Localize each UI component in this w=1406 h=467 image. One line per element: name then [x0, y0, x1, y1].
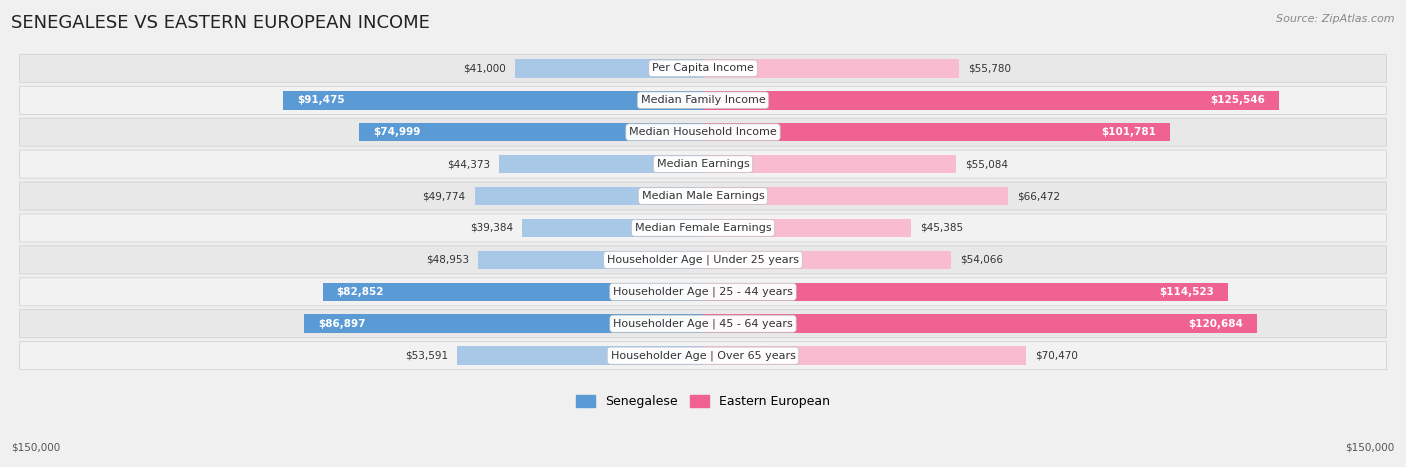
Text: Source: ZipAtlas.com: Source: ZipAtlas.com [1277, 14, 1395, 24]
Text: Householder Age | Under 25 years: Householder Age | Under 25 years [607, 255, 799, 265]
Bar [305, 314, 703, 333]
FancyBboxPatch shape [20, 246, 1386, 274]
Text: $82,852: $82,852 [337, 287, 384, 297]
Bar [703, 314, 1257, 333]
Legend: Senegalese, Eastern European: Senegalese, Eastern European [571, 390, 835, 413]
Bar [499, 155, 703, 173]
Text: $91,475: $91,475 [297, 95, 344, 105]
Text: $101,781: $101,781 [1101, 127, 1156, 137]
Text: $39,384: $39,384 [470, 223, 513, 233]
Text: $70,470: $70,470 [1035, 351, 1078, 361]
Bar [457, 347, 703, 365]
Text: Median Female Earnings: Median Female Earnings [634, 223, 772, 233]
Bar [475, 187, 703, 205]
Text: Median Earnings: Median Earnings [657, 159, 749, 169]
FancyBboxPatch shape [20, 150, 1386, 178]
Text: $55,780: $55,780 [967, 64, 1011, 73]
Bar [703, 155, 956, 173]
Bar [703, 187, 1008, 205]
Bar [478, 251, 703, 269]
Text: Householder Age | 25 - 44 years: Householder Age | 25 - 44 years [613, 287, 793, 297]
Bar [703, 59, 959, 78]
Bar [703, 251, 950, 269]
Bar [703, 283, 1229, 301]
Text: Householder Age | 45 - 64 years: Householder Age | 45 - 64 years [613, 318, 793, 329]
Text: SENEGALESE VS EASTERN EUROPEAN INCOME: SENEGALESE VS EASTERN EUROPEAN INCOME [11, 14, 430, 32]
Text: $74,999: $74,999 [373, 127, 420, 137]
Text: $48,953: $48,953 [426, 255, 470, 265]
Text: $53,591: $53,591 [405, 351, 449, 361]
Text: $150,000: $150,000 [1346, 443, 1395, 453]
Text: $120,684: $120,684 [1188, 319, 1243, 329]
FancyBboxPatch shape [20, 214, 1386, 242]
Bar [703, 123, 1170, 142]
Text: Per Capita Income: Per Capita Income [652, 64, 754, 73]
Bar [359, 123, 703, 142]
Text: Median Male Earnings: Median Male Earnings [641, 191, 765, 201]
Text: Median Household Income: Median Household Income [628, 127, 778, 137]
Bar [284, 91, 703, 109]
FancyBboxPatch shape [20, 310, 1386, 338]
Bar [523, 219, 703, 237]
Bar [703, 347, 1026, 365]
Bar [703, 219, 911, 237]
Text: $86,897: $86,897 [318, 319, 366, 329]
Text: $44,373: $44,373 [447, 159, 491, 169]
Bar [703, 91, 1279, 109]
Text: $114,523: $114,523 [1160, 287, 1215, 297]
FancyBboxPatch shape [20, 182, 1386, 210]
Text: $49,774: $49,774 [422, 191, 465, 201]
Text: $55,084: $55,084 [965, 159, 1008, 169]
Bar [323, 283, 703, 301]
Text: $150,000: $150,000 [11, 443, 60, 453]
FancyBboxPatch shape [20, 86, 1386, 114]
FancyBboxPatch shape [20, 54, 1386, 82]
Text: $45,385: $45,385 [921, 223, 963, 233]
Bar [515, 59, 703, 78]
Text: $66,472: $66,472 [1017, 191, 1060, 201]
FancyBboxPatch shape [20, 118, 1386, 146]
FancyBboxPatch shape [20, 342, 1386, 370]
Text: $41,000: $41,000 [463, 64, 506, 73]
FancyBboxPatch shape [20, 278, 1386, 306]
Text: Median Family Income: Median Family Income [641, 95, 765, 105]
Text: $54,066: $54,066 [960, 255, 1002, 265]
Text: Householder Age | Over 65 years: Householder Age | Over 65 years [610, 350, 796, 361]
Text: $125,546: $125,546 [1211, 95, 1265, 105]
